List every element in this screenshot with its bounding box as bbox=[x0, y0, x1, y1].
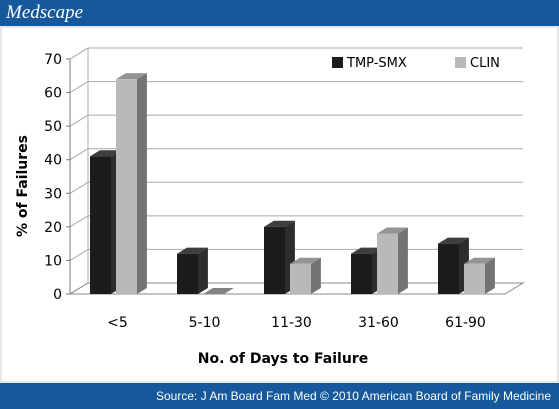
y-tick-label: 10 bbox=[44, 253, 62, 269]
bar-clin-3 bbox=[290, 257, 321, 294]
y-tick-label: 60 bbox=[44, 86, 62, 102]
bar-clin-1 bbox=[116, 73, 147, 294]
bar-tmp-smx-2 bbox=[177, 247, 208, 294]
legend-swatch bbox=[455, 57, 466, 68]
legend-item-tmp-smx: TMP-SMX bbox=[332, 56, 407, 71]
bar-front-face bbox=[177, 253, 198, 294]
bar-front-face bbox=[290, 263, 311, 294]
header-bar: Medscape bbox=[0, 0, 559, 26]
bar-front-face bbox=[377, 233, 398, 294]
bar-top-face bbox=[116, 73, 147, 80]
bar-top-face bbox=[351, 247, 382, 254]
y-tick-label: 20 bbox=[44, 220, 62, 236]
bar-zero-face bbox=[203, 287, 234, 294]
legend-label: CLIN bbox=[470, 56, 500, 71]
chart-area: 0 10 20 30 40 50 60 70 <5 5-10 11-30 31-60 61-90 TMP… bbox=[0, 26, 559, 383]
footer-bar: Source: J Am Board Fam Med © 2010 Americ… bbox=[0, 383, 559, 409]
side-wall-gridline bbox=[69, 215, 89, 228]
side-wall-gridline bbox=[69, 114, 89, 127]
bar-chart: 0 10 20 30 40 50 60 70 <5 5-10 11-30 31-60 61-90 TMP… bbox=[0, 26, 559, 383]
y-axis-title: % of Failures bbox=[15, 135, 31, 237]
side-wall-gridline bbox=[69, 249, 89, 261]
y-tick-label: 50 bbox=[44, 119, 62, 135]
y-tick-label: 70 bbox=[44, 52, 62, 68]
x-tick-label: <5 bbox=[107, 315, 128, 331]
medscape-logo: Medscape bbox=[6, 2, 84, 23]
bar-top-face bbox=[90, 150, 121, 157]
bar-side-face bbox=[485, 257, 495, 294]
side-wall-top bbox=[69, 47, 89, 60]
x-tick-label: 31-60 bbox=[358, 315, 399, 331]
bar-front-face bbox=[90, 156, 111, 294]
bar-front-face bbox=[264, 226, 285, 294]
bar-side-face bbox=[137, 73, 147, 294]
bar-clin-4 bbox=[377, 227, 408, 294]
bar-side-face bbox=[198, 247, 208, 294]
bar-top-face bbox=[177, 247, 208, 254]
x-tick-label: 61-90 bbox=[445, 315, 486, 331]
bar-top-face bbox=[464, 257, 495, 264]
bar-clin-2 bbox=[203, 287, 234, 294]
bar-front-face bbox=[351, 253, 372, 294]
bar-clin-5 bbox=[464, 257, 495, 294]
legend-item-clin: CLIN bbox=[455, 56, 500, 71]
x-tick-label: 5-10 bbox=[189, 315, 221, 331]
side-wall-gridline bbox=[69, 81, 89, 93]
bar-top-face bbox=[290, 257, 321, 264]
bar-top-face bbox=[438, 237, 469, 244]
bar-side-face bbox=[398, 227, 408, 294]
y-tick-label: 30 bbox=[44, 186, 62, 202]
legend-swatch bbox=[332, 57, 343, 68]
source-citation: Source: J Am Board Fam Med © 2010 Americ… bbox=[155, 389, 551, 403]
x-tick-label: 11-30 bbox=[271, 315, 312, 331]
bar-top-face bbox=[377, 227, 408, 234]
bar-side-face bbox=[311, 257, 321, 294]
y-tick-label: 40 bbox=[44, 153, 62, 169]
y-tick-label: 0 bbox=[53, 287, 62, 303]
side-wall-gridline bbox=[69, 148, 89, 161]
legend-label: TMP-SMX bbox=[346, 56, 407, 71]
bar-tmp-smx-3 bbox=[264, 220, 295, 294]
bar-front-face bbox=[464, 263, 485, 294]
bar-front-face bbox=[116, 79, 137, 294]
bar-top-face bbox=[264, 220, 295, 227]
side-wall-gridline bbox=[69, 181, 89, 194]
x-axis-title: No. of Days to Failure bbox=[198, 351, 368, 367]
bar-front-face bbox=[438, 243, 459, 294]
